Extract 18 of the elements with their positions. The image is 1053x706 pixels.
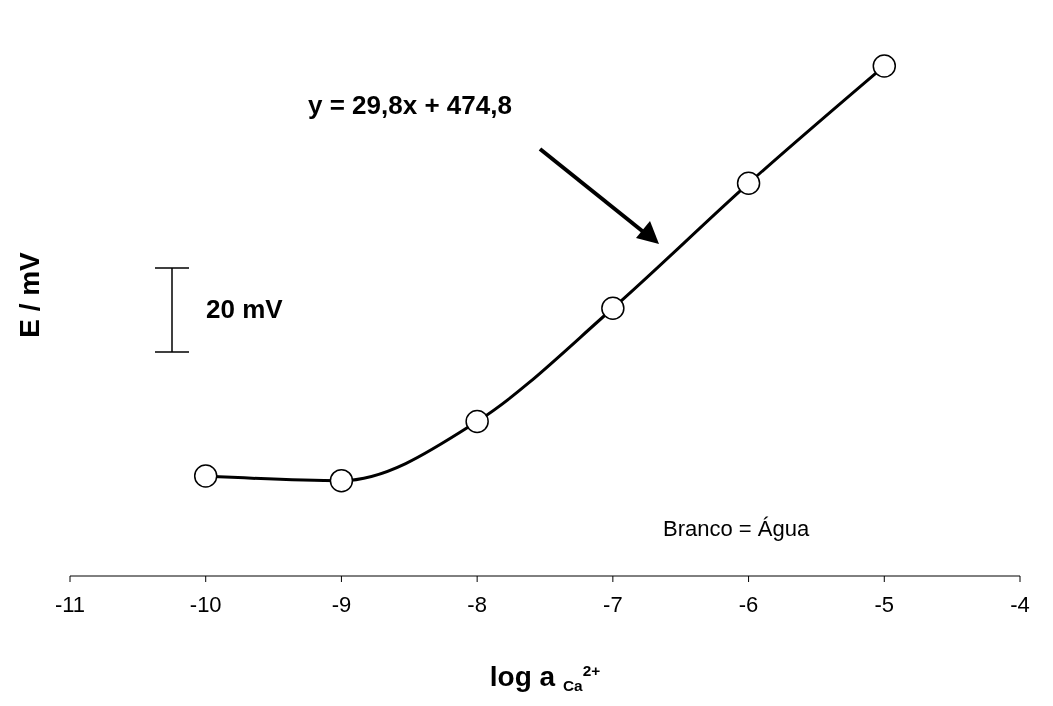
point xyxy=(329,468,354,493)
point xyxy=(736,171,761,196)
x-tick-label: -10 xyxy=(189,591,222,617)
x-tick-label: -4 xyxy=(1010,591,1030,617)
x-tick-label: -8 xyxy=(467,591,487,617)
x-tick-label: -11 xyxy=(54,591,86,617)
point xyxy=(872,54,897,78)
annotation: Branco = Água xyxy=(663,516,810,542)
annotation: 20 mV xyxy=(206,294,283,325)
point xyxy=(193,464,218,488)
x-tick-label: -7 xyxy=(603,591,623,617)
annotation: y = 29,8x + 474,8 xyxy=(308,90,512,121)
y-axis-title: E / mV xyxy=(14,252,46,338)
x-tick-label: -5 xyxy=(874,591,895,617)
x-tick-label: -6 xyxy=(738,591,759,617)
point xyxy=(601,296,625,320)
x-tick-label: -9 xyxy=(331,591,352,617)
point xyxy=(465,409,489,434)
